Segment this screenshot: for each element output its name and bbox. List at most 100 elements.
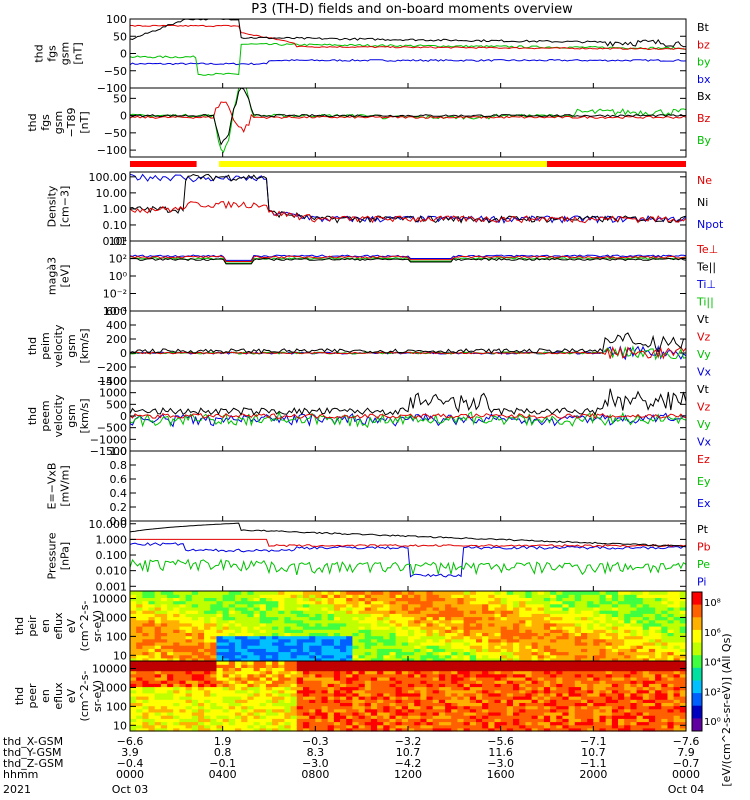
colorbar-frame [691,591,703,732]
spectrogram-cell [525,724,533,729]
spectrogram-cell [401,705,409,710]
spectrogram-cell [476,711,483,716]
spectrogram-cell [340,632,347,637]
spectrogram-cell [303,721,310,726]
spectrogram-cell [605,676,613,681]
spectrogram-cell [426,648,434,653]
spectrogram-cell [210,667,218,672]
spectrogram-cell [648,727,656,732]
spectrogram-cell [315,718,323,723]
spectrogram-cell [469,670,477,675]
spectrogram-cell [531,619,539,624]
spectrogram-cell [581,689,588,694]
spectrogram-cell [303,606,310,611]
spectrogram-cell [136,699,143,703]
spectrogram-cell [160,727,168,732]
spectrogram-cell [241,721,248,726]
spectrogram-cell [451,686,458,691]
x-axis-tick-value: 11.6 [488,746,513,759]
spectrogram-cell [173,667,180,672]
spectrogram-cell [537,600,545,605]
spectrogram-cell [167,610,174,614]
spectrogram-cell [525,606,533,611]
spectrogram-cell [136,718,143,723]
spectrogram-cell [265,721,273,726]
legend-entry: Vy [697,418,711,431]
spectrogram-cell [278,626,286,630]
spectrogram-cell [383,657,391,662]
spectrogram-cell [395,683,403,688]
spectrogram-cell [265,676,273,681]
colorbar-band [692,718,702,732]
spectrogram-cell [130,635,137,640]
spectrogram-cell [148,673,156,678]
spectrogram-cell [562,635,570,640]
spectrogram-cell [611,629,619,633]
spectrogram-cell [247,654,255,659]
spectrogram-cell [636,600,644,605]
spectrogram-cell [265,696,273,700]
spectrogram-cell [303,727,310,732]
spectrogram-cell [550,664,557,668]
spectrogram-cell [506,708,514,713]
spectrogram-cell [167,626,174,630]
spectrogram-cell [247,699,255,703]
spectrogram-cell [438,705,446,710]
spectrogram-cell [574,648,582,653]
spectrogram-cell [284,648,292,653]
y-axis-label-line: eflux [52,682,65,710]
spectrogram-cell [414,645,421,649]
spectrogram-cell [309,724,316,729]
spectrogram-cell [315,683,323,688]
legend-entry: Ey [697,475,711,488]
spectrogram-cell [364,610,372,614]
spectrogram-cell [513,645,520,649]
spectrogram-cell [401,686,409,691]
spectrogram-cell [599,641,607,646]
spectrogram-cell [513,648,520,653]
spectrogram-cell [414,689,421,694]
spectrogram-cell [494,594,502,598]
spectrogram-cell [265,638,273,643]
spectrogram-cell [389,610,397,614]
spectrogram-cell [587,708,594,713]
spectrogram-cell [259,686,267,691]
spectrogram-cell [438,689,446,694]
spectrogram-cell [241,657,248,662]
spectrogram-cell [500,648,508,653]
spectrogram-cell [296,683,304,688]
spectrogram-cell [309,696,316,700]
spectrogram-cell [562,645,570,649]
spectrogram-cell [198,721,205,726]
spectrogram-cell [667,638,675,643]
spectrogram-cell [574,708,582,713]
spectrogram-cell [228,670,236,675]
spectrogram-cell [167,705,174,710]
spectrogram-cell [611,724,619,729]
spectrogram-cell [630,600,638,605]
spectrogram-cell [445,597,452,602]
spectrogram-cell [451,610,458,614]
spectrogram-cell [241,619,248,624]
spectrogram-cell [401,676,409,681]
spectrogram-cell [587,727,594,732]
spectrogram-cell [309,661,316,665]
spectrogram-cell [389,696,397,700]
spectrogram-cell [333,721,341,726]
spectrogram-cell [488,661,496,665]
spectrogram-cell [265,597,273,602]
spectrogram-cell [204,692,211,697]
spectrogram-cell [642,711,650,716]
spectrogram-cell [457,600,465,605]
colorbar-band [692,604,702,618]
spectrogram-cell [661,626,669,630]
spectrogram-cell [364,721,372,726]
series-line-Vt [129,332,687,354]
spectrogram-cell [136,606,143,611]
spectrogram-cell [445,610,452,614]
spectrogram-cell [358,705,366,710]
spectrogram-cell [519,705,526,710]
spectrogram-cell [389,676,397,681]
spectrogram-cell [198,626,205,630]
spectrogram-cell [136,692,143,697]
